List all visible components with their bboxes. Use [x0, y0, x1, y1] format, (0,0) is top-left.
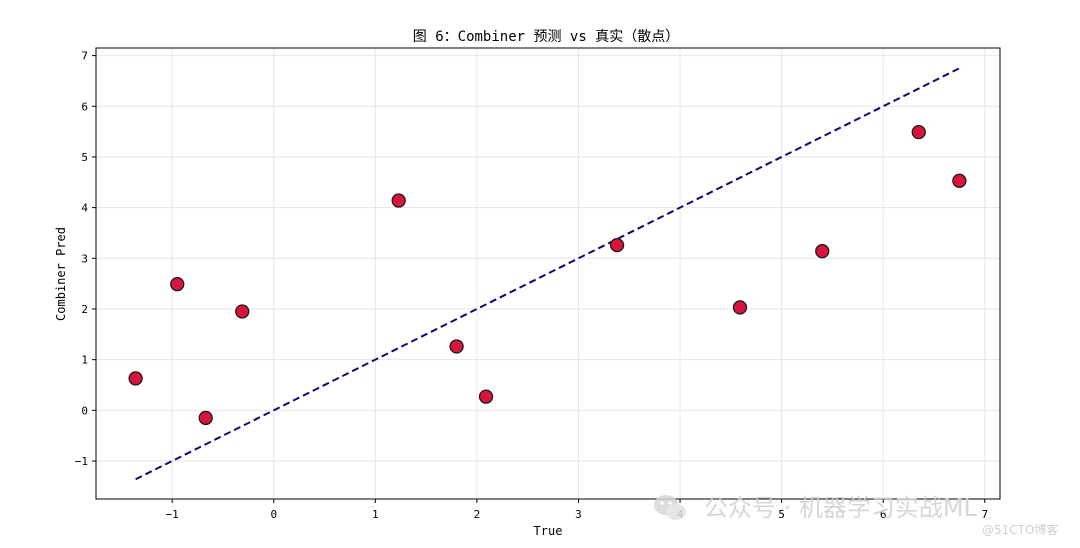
- y-tick-label: 2: [81, 303, 88, 316]
- x-tick-label: −1: [166, 508, 179, 521]
- grid: [96, 48, 1000, 499]
- reference-line-layer: [135, 67, 960, 481]
- y-axis-label: Combiner Pred: [54, 227, 68, 321]
- y-tick-label: 1: [81, 354, 88, 367]
- watermark-text: 公众号 · 机器学习实战ML: [704, 494, 978, 522]
- scatter-point: [478, 389, 494, 404]
- chart-title: 图 6：Combiner 预测 vs 真实（散点）: [413, 29, 679, 45]
- x-axis-label: True: [534, 524, 563, 538]
- scatter-point: [391, 193, 406, 208]
- scatter-point: [449, 339, 464, 354]
- scatter-point: [952, 173, 967, 188]
- x-tick-label: 0: [270, 508, 277, 521]
- y-tick-label: 0: [81, 404, 88, 417]
- plot-frame: [95, 47, 1001, 500]
- watermark-credit: @51CTO博客: [982, 522, 1058, 537]
- scatter-point: [198, 410, 213, 426]
- y-tick-label: 4: [81, 202, 88, 215]
- x-tick-label: 1: [372, 508, 379, 521]
- y-tick-label: −1: [75, 455, 88, 468]
- y-tick-label: 3: [81, 252, 88, 265]
- x-tick-label: 7: [981, 508, 988, 521]
- reference-line: [135, 67, 960, 481]
- scatter-point: [732, 300, 748, 315]
- watermark: 公众号 · 机器学习实战ML @51CTO博客: [654, 494, 1058, 537]
- x-tick-label: 6: [880, 508, 887, 521]
- scatter-point: [911, 124, 926, 140]
- x-tick-label: 2: [474, 508, 481, 521]
- y-tick-label: 5: [81, 151, 88, 164]
- wechat-icon: [654, 495, 686, 520]
- scatter-point: [815, 244, 830, 259]
- scatter-point: [609, 237, 625, 253]
- y-tick-label: 7: [81, 50, 88, 63]
- scatter-point: [170, 276, 185, 292]
- x-tick-label: 3: [575, 508, 582, 521]
- scatter-points: [128, 124, 967, 426]
- scatter-point: [235, 304, 250, 319]
- x-tick-label: 5: [778, 508, 785, 521]
- scatter-point: [128, 371, 143, 386]
- y-tick-label: 6: [81, 100, 88, 113]
